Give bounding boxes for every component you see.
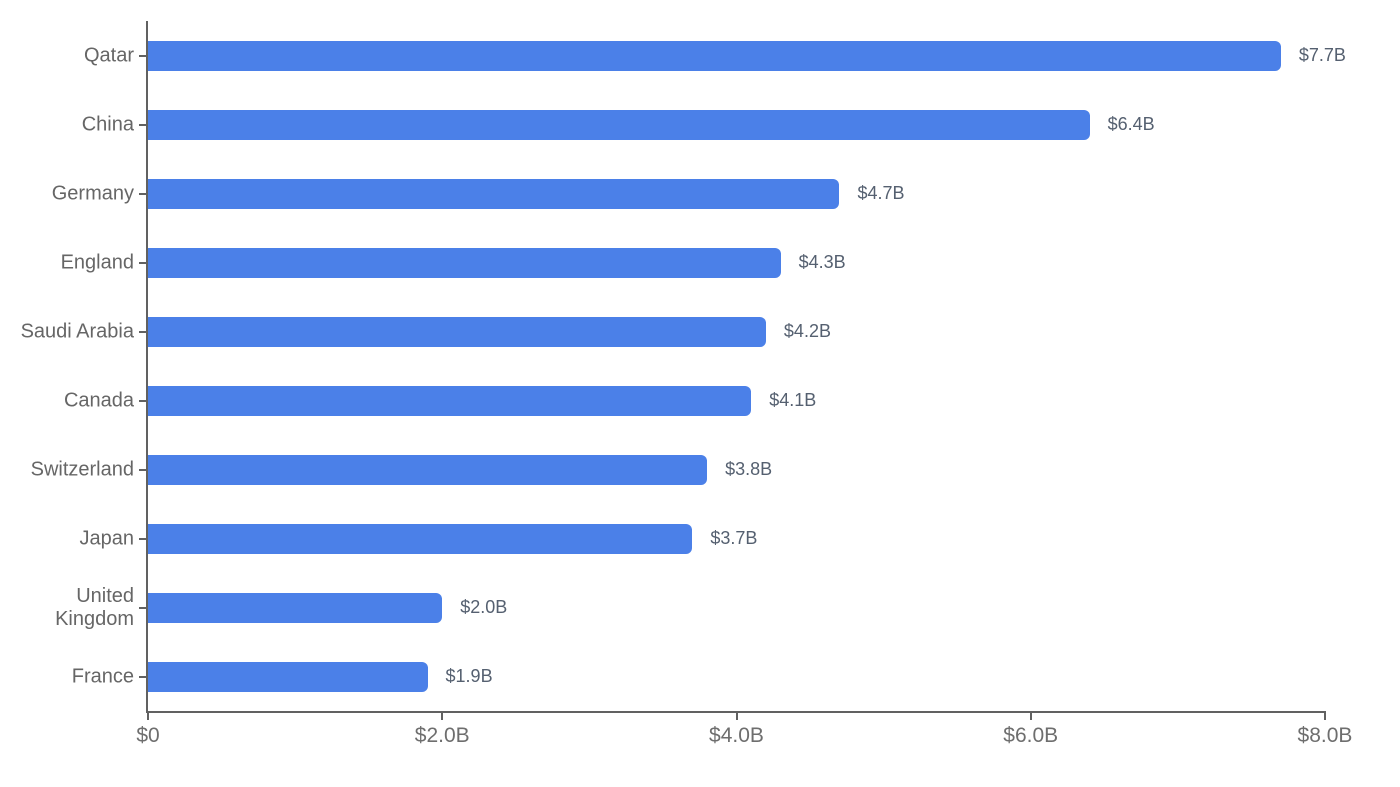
- bar-row: Japan $3.7B: [80, 504, 1325, 573]
- category-label: Saudi Arabia: [20, 320, 134, 342]
- category-tick-mark: [139, 675, 148, 678]
- category-label: China: [81, 113, 134, 135]
- value-label: $1.9B: [445, 666, 493, 686]
- x-tick-mark: [735, 711, 738, 720]
- plot-area: Qatar $7.7B China $6.4B Germany $4.7B En…: [21, 21, 1352, 747]
- x-tick-label: $6.0B: [1003, 724, 1059, 747]
- value-label: $4.1B: [769, 390, 817, 410]
- category-tick-mark: [139, 468, 148, 471]
- category-tick-mark: [139, 399, 148, 402]
- category-label: France: [71, 665, 134, 687]
- category-tick-mark: [139, 123, 148, 126]
- x-tick-label: $2.0B: [414, 724, 470, 747]
- category-tick-mark: [139, 54, 148, 57]
- x-tick-label: $4.0B: [709, 724, 764, 747]
- x-tick-mark: [441, 711, 444, 720]
- bar: [148, 247, 781, 278]
- category-tick-mark: [139, 192, 148, 195]
- value-label: $6.4B: [1107, 114, 1155, 134]
- bar: [148, 109, 1090, 140]
- value-label: $7.7B: [1298, 45, 1346, 65]
- category-tick-mark: [139, 537, 148, 540]
- x-tick-mark: [1324, 711, 1326, 720]
- value-label: $2.0B: [460, 597, 508, 617]
- category-label: Switzerland: [30, 458, 134, 480]
- bar-row: Canada $4.1B: [64, 366, 1325, 435]
- bar-row: France $1.9B: [72, 642, 1325, 711]
- category-label: Qatar: [83, 44, 134, 66]
- bar: [148, 661, 428, 692]
- x-tick-mark: [147, 711, 149, 720]
- bar-row: China $6.4B: [82, 90, 1325, 159]
- bar: [148, 454, 708, 485]
- category-label: England: [60, 251, 134, 273]
- bar: [148, 316, 766, 347]
- category-tick-mark: [139, 261, 148, 264]
- bar-row: Switzerland $3.8B: [31, 435, 1325, 504]
- bar: [148, 178, 840, 209]
- category-label: United Kingdom: [55, 584, 134, 630]
- category-label: Germany: [51, 182, 134, 204]
- value-label: $4.7B: [857, 183, 905, 203]
- bar: [148, 523, 693, 554]
- bar: [148, 592, 443, 623]
- x-tick-mark: [1029, 711, 1032, 720]
- value-label: $4.3B: [798, 252, 846, 272]
- value-label: $3.8B: [725, 459, 773, 479]
- category-label: Canada: [63, 389, 134, 411]
- value-label: $3.7B: [710, 528, 758, 548]
- bar-row: Germany $4.7B: [52, 159, 1325, 228]
- bar: [148, 385, 752, 416]
- bar: [148, 40, 1281, 71]
- bar-row: Saudi Arabia $4.2B: [21, 297, 1325, 366]
- category-tick-mark: [139, 606, 148, 609]
- bar-row: England $4.3B: [61, 228, 1325, 297]
- x-tick-label: $8.0B: [1297, 724, 1353, 747]
- value-label: $4.2B: [783, 321, 831, 341]
- category-label: Japan: [79, 527, 135, 549]
- bar-row: Qatar $7.7B: [84, 21, 1346, 90]
- x-tick-label: $0: [136, 724, 160, 747]
- category-tick-mark: [139, 330, 148, 333]
- bar-row: United Kingdom $2.0B: [55, 573, 1325, 642]
